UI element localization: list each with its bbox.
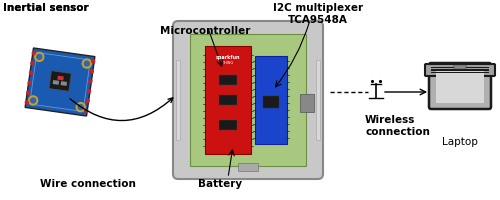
Bar [431, 72, 489, 74]
Polygon shape [60, 82, 67, 87]
Polygon shape [52, 81, 59, 85]
Bar [219, 120, 237, 130]
Polygon shape [25, 49, 95, 116]
Bar [205, 47, 251, 154]
Bar [454, 66, 466, 70]
Circle shape [82, 60, 92, 69]
Circle shape [28, 82, 31, 85]
Circle shape [84, 110, 87, 113]
Text: THING: THING [222, 61, 234, 65]
Circle shape [37, 55, 42, 60]
Text: Wireless
connection: Wireless connection [365, 114, 430, 136]
Text: Laptop: Laptop [442, 136, 478, 146]
Bar [219, 96, 237, 105]
Circle shape [31, 62, 34, 65]
Polygon shape [49, 71, 72, 92]
Circle shape [90, 70, 94, 73]
Text: Battery: Battery [198, 178, 242, 188]
Circle shape [35, 53, 44, 62]
Bar [431, 67, 489, 69]
Bar [263, 97, 279, 108]
FancyBboxPatch shape [425, 65, 495, 77]
Bar [238, 163, 258, 171]
Circle shape [26, 102, 29, 105]
Polygon shape [58, 76, 64, 81]
Bar [316, 61, 320, 140]
Circle shape [86, 100, 89, 103]
Bar [300, 95, 314, 112]
Bar [431, 70, 489, 71]
Circle shape [32, 52, 35, 55]
FancyArrowPatch shape [70, 98, 173, 121]
Circle shape [88, 90, 90, 93]
Circle shape [76, 103, 85, 112]
Circle shape [30, 98, 36, 103]
Circle shape [26, 92, 30, 95]
Circle shape [78, 105, 83, 110]
Bar [190, 35, 306, 166]
Text: sparkfun: sparkfun [216, 54, 240, 59]
Circle shape [84, 62, 89, 67]
Circle shape [30, 72, 32, 75]
Text: Wire connection: Wire connection [40, 178, 136, 188]
Circle shape [28, 96, 38, 105]
Bar [255, 57, 287, 144]
Text: Inertial sensor: Inertial sensor [3, 3, 88, 13]
Circle shape [89, 80, 92, 83]
Text: Microcontroller: Microcontroller [160, 26, 250, 36]
Text: I2C multiplexer
TCA9548A: I2C multiplexer TCA9548A [273, 3, 363, 24]
Bar [436, 70, 484, 103]
FancyBboxPatch shape [429, 64, 491, 109]
Circle shape [92, 61, 94, 64]
FancyBboxPatch shape [173, 22, 323, 179]
Text: Inertial sensor: Inertial sensor [3, 3, 88, 13]
Bar [176, 61, 180, 140]
Bar [219, 76, 237, 86]
